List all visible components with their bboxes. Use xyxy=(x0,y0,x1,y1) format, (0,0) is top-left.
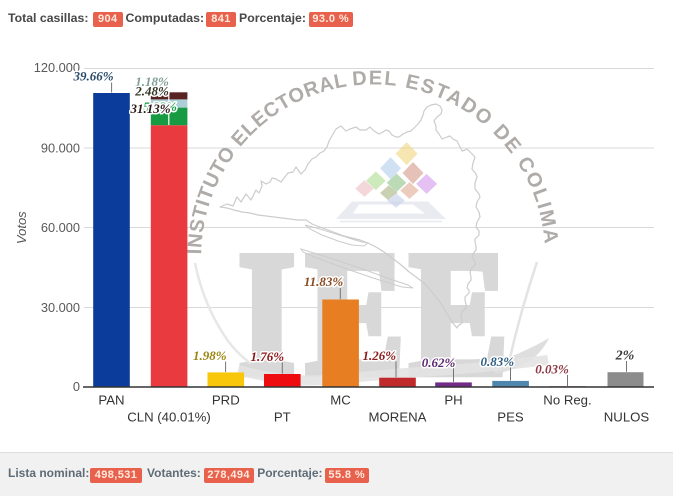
svg-text:0.03%: 0.03% xyxy=(535,362,569,377)
svg-text:2.48%: 2.48% xyxy=(134,84,169,99)
svg-text:1.18%: 1.18% xyxy=(135,74,169,89)
svg-text:PH: PH xyxy=(444,393,462,408)
svg-text:CLN (40.01%): CLN (40.01%) xyxy=(127,410,211,425)
svg-text:1.76%: 1.76% xyxy=(251,349,285,364)
svg-text:0.83%: 0.83% xyxy=(481,354,515,369)
svg-text:39.66%: 39.66% xyxy=(72,69,113,84)
svg-text:30.000: 30.000 xyxy=(41,300,80,315)
svg-text:11.83%: 11.83% xyxy=(304,274,344,289)
svg-text:No Reg.: No Reg. xyxy=(543,393,591,408)
svg-text:NULOS: NULOS xyxy=(604,410,650,425)
svg-text:MORENA: MORENA xyxy=(369,410,427,425)
svg-text:PAN: PAN xyxy=(98,393,124,408)
svg-text:0.62%: 0.62% xyxy=(422,355,456,370)
svg-text:0: 0 xyxy=(73,379,80,394)
svg-text:1.26%: 1.26% xyxy=(363,348,397,363)
svg-text:2%: 2% xyxy=(615,348,635,363)
svg-text:Votos: Votos xyxy=(14,211,29,244)
svg-text:PT: PT xyxy=(274,410,291,425)
svg-text:PRD: PRD xyxy=(212,393,240,408)
svg-text:PES: PES xyxy=(497,410,524,425)
svg-text:1.98%: 1.98% xyxy=(193,348,227,363)
svg-text:5.22%: 5.22% xyxy=(143,99,177,114)
svg-text:120.000: 120.000 xyxy=(34,60,80,75)
svg-text:31.13%: 31.13% xyxy=(129,101,170,116)
svg-text:60.000: 60.000 xyxy=(41,220,80,235)
svg-text:90.000: 90.000 xyxy=(41,140,80,155)
svg-text:MC: MC xyxy=(330,393,351,408)
